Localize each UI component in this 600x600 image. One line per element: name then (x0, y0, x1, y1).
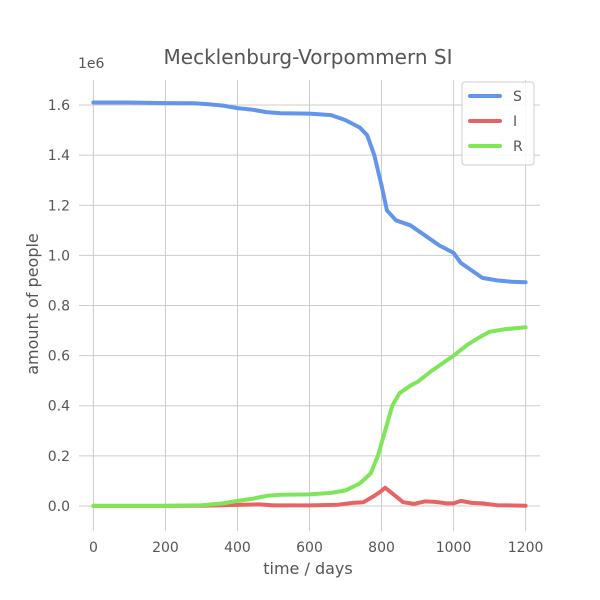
y-tick-label: 0.4 (48, 399, 70, 415)
y-tick-label: 1.4 (48, 148, 70, 164)
y-tick-label: 0.0 (48, 499, 70, 515)
series-line-R (91, 325, 528, 508)
y-tick-label: 0.6 (48, 349, 70, 365)
series-line-S (91, 100, 528, 285)
tick-layer: 0 200 400 600 800 1000 1200 0.0 0.2 0.4 0.6 0.8 1.0 1… (48, 98, 544, 556)
x-tick-label: 600 (296, 540, 323, 556)
y-tick-label: 0.2 (48, 449, 70, 465)
y-tick-label: 1.0 (48, 248, 70, 264)
y-axis-multiplier: 1e6 (78, 56, 105, 72)
grid-layer (79, 80, 540, 531)
y-tick-label: 1.6 (48, 98, 70, 114)
chart-title: Mecklenburg-Vorpommern SI (164, 45, 453, 69)
series-line-I (91, 485, 528, 508)
x-axis-label: time / days (263, 559, 352, 578)
series-layer (91, 100, 528, 508)
y-axis-label: amount of people (23, 233, 42, 375)
x-tick-label: 1000 (436, 540, 472, 556)
y-tick-label: 1.2 (48, 198, 70, 214)
x-tick-label: 200 (152, 540, 179, 556)
y-tick-label: 0.8 (48, 299, 70, 315)
x-tick-label: 0 (89, 540, 98, 556)
x-tick-label: 400 (224, 540, 251, 556)
x-tick-label: 1200 (508, 540, 544, 556)
legend: SIR (461, 81, 535, 166)
x-tick-label: 800 (368, 540, 395, 556)
legend-label-S: S (513, 89, 522, 105)
legend-label-I: I (513, 114, 517, 130)
legend-label-R: R (513, 139, 523, 155)
